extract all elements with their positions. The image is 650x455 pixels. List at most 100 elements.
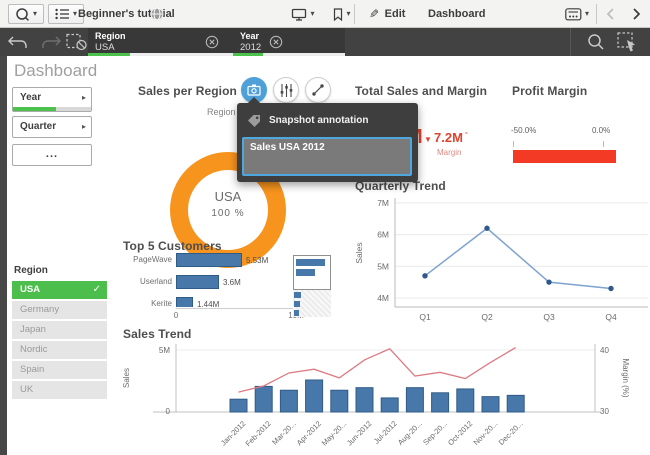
region-item-spain[interactable]: Spain (12, 361, 107, 379)
app-options-button[interactable]: ▾ (48, 4, 84, 24)
undo-selection-icon (8, 36, 27, 48)
bar-pagewave[interactable] (176, 253, 242, 267)
region-item-japan[interactable]: Japan (12, 321, 107, 339)
chevron-down-icon: ▾ (310, 9, 315, 18)
sheet-title[interactable]: Dashboard (428, 8, 486, 20)
bar-mar-20...[interactable] (279, 389, 298, 413)
gauge-fill-bar (513, 150, 616, 163)
step-back-button[interactable] (7, 33, 29, 54)
selections-tool-button[interactable] (617, 32, 639, 55)
scrollbar-minimap[interactable] (293, 255, 333, 318)
presentation-menu-button[interactable]: ▾ (286, 4, 320, 24)
filter-button-quarter[interactable]: Quarter ▸ (12, 116, 92, 138)
gesture-interaction-button[interactable] (305, 77, 331, 103)
sliders-icon (280, 83, 292, 97)
bar-oct-2012[interactable] (456, 388, 475, 413)
step-forward-button[interactable] (40, 33, 62, 54)
sheet-selector-button[interactable]: ▾ (560, 4, 594, 24)
clear-selection-button[interactable] (205, 35, 219, 49)
donut-center-category: USA (214, 189, 242, 204)
bar-feb-2012[interactable] (254, 385, 273, 413)
region-item-nordic[interactable]: Nordic (12, 341, 107, 359)
prev-sheet-button[interactable] (600, 4, 620, 24)
bar-value-label: 3.6M (223, 278, 241, 287)
bar-kerite-company[interactable] (176, 297, 193, 307)
x-tick-label: Apr-2012 (295, 419, 323, 447)
region-item-uk[interactable]: UK (12, 381, 107, 399)
qlik-logo-icon (16, 7, 29, 21)
bar-apr-2012[interactable] (305, 379, 324, 413)
x-tick-label: Mar-20... (270, 419, 298, 447)
edit-label: Edit (384, 8, 406, 20)
top5-x-tick: 0 (173, 311, 179, 320)
filter-button-year[interactable]: Year ▸ (12, 87, 92, 112)
top5-customers-plot: PageWave 5.53M Userland 3.6M Kerite Company 1… (120, 250, 335, 307)
bar-value-label: 1.44M (197, 300, 220, 307)
clear-all-selections-button[interactable] (66, 33, 88, 54)
data-point-q4[interactable] (608, 285, 614, 292)
selection-chip-region[interactable]: Region USA (88, 28, 233, 56)
bar-dec-20...[interactable] (506, 394, 525, 413)
margin-line (238, 346, 517, 393)
bar-may-20...[interactable] (330, 389, 349, 413)
bar-userland[interactable] (176, 275, 219, 289)
clear-selection-button[interactable] (269, 35, 283, 49)
data-point-q3[interactable] (546, 279, 552, 285)
smart-search-button[interactable] (586, 32, 606, 55)
region-item-usa[interactable]: USA ✓ (12, 281, 107, 299)
chart-title-sales-per-region: Sales per Region (138, 84, 237, 98)
x-tick-label: Nov-20... (472, 419, 500, 447)
x-tick-label: Jul-2012 (372, 419, 399, 446)
bar-jul-2012[interactable] (380, 397, 399, 413)
kpi-margin-label: Margin (437, 148, 462, 157)
y-tick-label: 6M (377, 230, 389, 240)
bookmark-menu-button[interactable]: ▾ (328, 4, 356, 24)
x-tick-label: Q1 (419, 312, 431, 322)
selection-chip-year[interactable]: Year 2012 (233, 28, 345, 56)
selection-field-label: Region (95, 31, 126, 41)
filter-button-more[interactable]: ... (12, 144, 92, 166)
selection-progress-green (233, 53, 263, 56)
gesture-icon (312, 84, 324, 96)
chart-title-sales-trend: Sales Trend (123, 327, 192, 341)
edit-button[interactable]: ✎ Edit (360, 4, 414, 24)
minimap-bar (294, 310, 299, 316)
gauge-min-label: -50.0% (511, 126, 537, 135)
caret-right-icon: ▸ (81, 93, 86, 102)
pencil-icon: ✎ (368, 7, 379, 21)
x-tick-label: Q3 (543, 312, 555, 322)
page-title: Dashboard (14, 61, 98, 80)
bar-sep-20...[interactable] (431, 392, 450, 413)
donut-center-label: USA 100 % (170, 189, 286, 219)
gauge-max-label: 0.0% (592, 126, 611, 135)
bar-nov-20...[interactable] (481, 396, 500, 413)
region-item-label: Spain (20, 364, 45, 375)
checkmark-icon: ✓ (92, 284, 101, 295)
selection-progress-track (88, 53, 233, 56)
chevron-left-icon (606, 8, 614, 20)
data-point-q1[interactable] (422, 273, 428, 279)
x-tick-label: Oct-2012 (446, 419, 474, 447)
region-list-header: Region (14, 265, 48, 276)
next-sheet-button[interactable] (626, 4, 646, 24)
filter-progress-green (13, 107, 56, 111)
bar-jun-2012[interactable] (355, 387, 374, 413)
minimap-viewport-window[interactable] (293, 255, 331, 290)
region-item-germany[interactable]: Germany (12, 301, 107, 319)
top-toolbar: ▾ ▾ Beginner's tutorial ▾ ▾ ✎ Edit Dashb… (0, 0, 650, 28)
global-menu-button[interactable]: ▾ (8, 4, 44, 24)
chart-title-total-sales-margin: Total Sales and Margin (355, 84, 488, 98)
data-point-q2[interactable] (484, 225, 490, 231)
close-icon (269, 35, 283, 49)
selections-tool-icon (617, 32, 635, 52)
bar-jan-2012[interactable] (229, 398, 248, 413)
bar-value-label: 5.53M (246, 256, 269, 265)
gauge-tick (603, 141, 604, 147)
exploration-menu-button[interactable] (273, 77, 299, 103)
globe-icon[interactable] (150, 7, 164, 26)
redo-selection-icon (42, 36, 61, 48)
x-tick-label: Feb-2012 (244, 419, 273, 448)
bar-aug-20...[interactable] (405, 387, 424, 413)
filter-progress-track (13, 107, 91, 111)
annotation-input[interactable]: Sales USA 2012 (242, 137, 412, 176)
